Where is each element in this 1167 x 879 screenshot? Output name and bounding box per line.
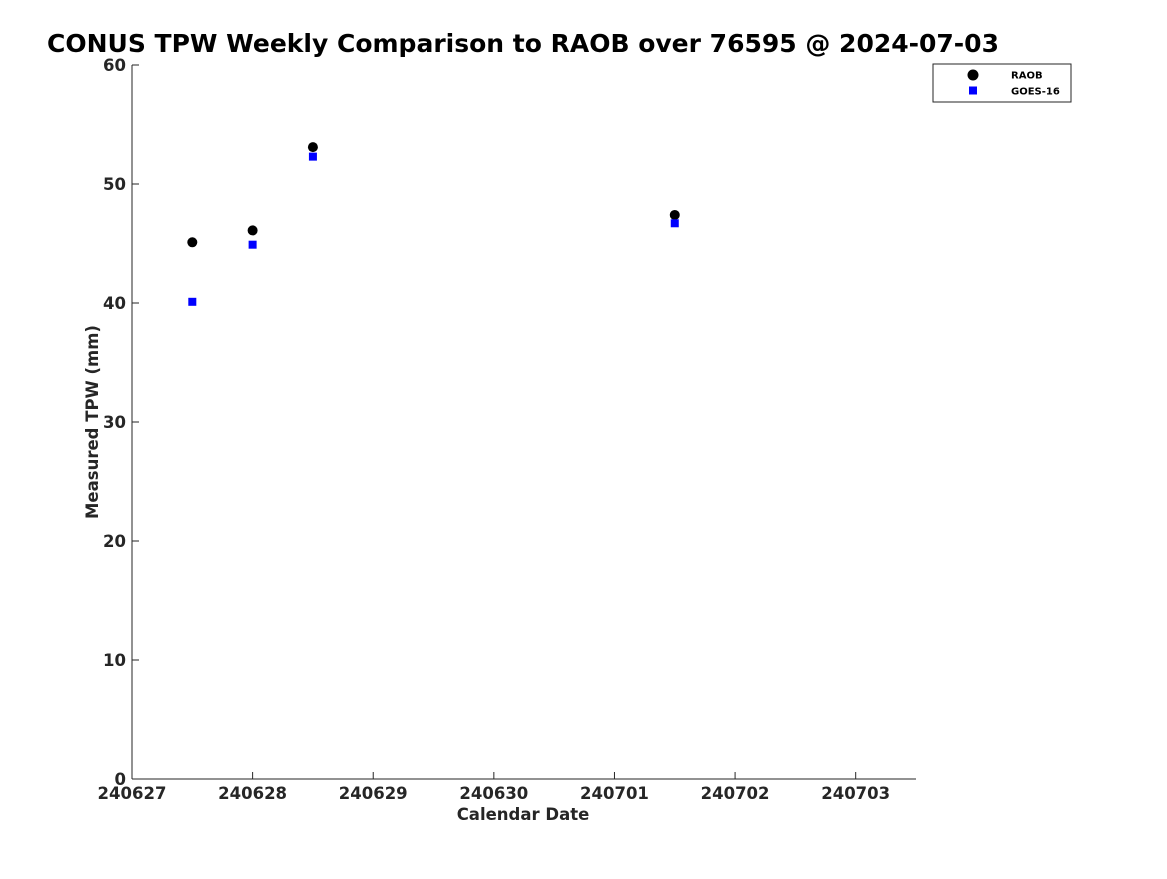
x-tick-label: 240702 [701,784,770,803]
legend-label-raob: RAOB [1011,71,1043,82]
point-goes16 [188,297,197,306]
point-raob [669,209,680,220]
x-tick-label: 240630 [459,784,528,803]
y-tick-label: 10 [103,651,126,670]
y-tick-label: 0 [115,770,126,789]
y-axis-ticks: 0 10 20 30 40 50 60 [103,56,139,789]
legend-box [932,63,1072,103]
x-tick-label: 240627 [98,784,167,803]
y-tick-label: 30 [103,413,126,432]
y-tick-label: 40 [103,294,126,313]
point-goes16 [670,219,679,228]
point-goes16 [308,152,317,161]
x-tick-label: 240628 [218,784,287,803]
point-raob [307,142,318,153]
y-tick-label: 50 [103,175,126,194]
y-axis-label: Measured TPW (mm) [83,325,102,519]
plot-axes [131,65,916,780]
legend-marker-raob [967,69,979,81]
y-tick-label: 60 [103,56,126,75]
point-raob [187,237,198,248]
legend-marker-goes16 [969,86,977,95]
point-raob [247,225,258,236]
x-axis-ticks: 240627 240628 240629 240630 240701 240702 2407… [98,772,890,803]
data-points [187,142,680,306]
legend-label-goes16: GOES-16 [1011,87,1060,98]
x-tick-label: 240629 [339,784,408,803]
x-tick-label: 240703 [821,784,890,803]
x-tick-label: 240701 [580,784,649,803]
x-axis-label: Calendar Date [457,805,590,824]
y-tick-label: 20 [103,532,126,551]
legend: RAOB GOES-16 [932,63,1072,103]
point-goes16 [248,240,257,249]
chart-title: CONUS TPW Weekly Comparison to RAOB over… [47,29,999,58]
